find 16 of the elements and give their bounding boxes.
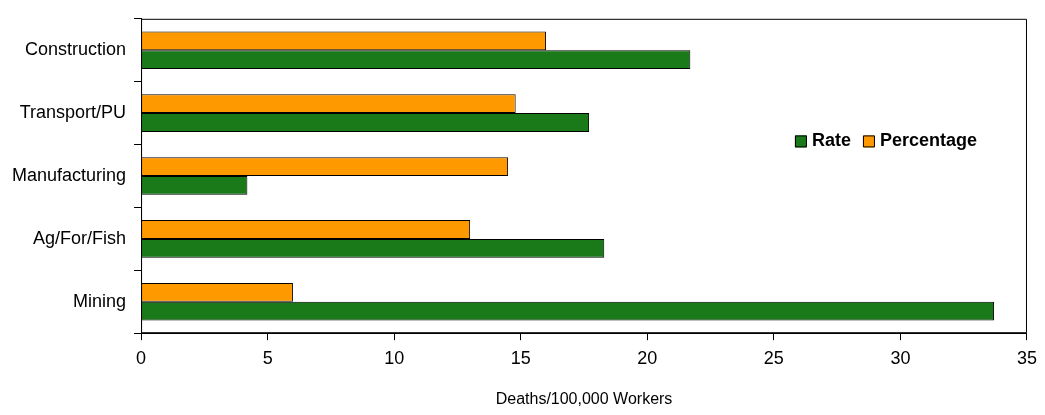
x-tick-label: 10 — [384, 347, 405, 368]
legend-label: Percentage — [879, 130, 977, 151]
x-tick-label: 30 — [890, 347, 911, 368]
y-tick-label: Manufacturing — [11, 164, 127, 185]
legend-label: Rate — [811, 130, 851, 151]
y-tick-label: Construction — [25, 39, 127, 60]
x-tick-label: 35 — [1016, 347, 1037, 368]
x-axis-title: Deaths/100,000 Workers — [495, 389, 673, 407]
x-tick-label: 20 — [637, 347, 658, 368]
x-tick-label: 0 — [136, 347, 147, 368]
y-tick-label: Mining — [73, 290, 127, 311]
y-tick-label: Transport/PU — [19, 102, 127, 123]
y-tick-label: Ag/For/Fish — [33, 227, 127, 248]
x-tick-label: 15 — [510, 347, 531, 368]
x-tick-label: 5 — [262, 347, 273, 368]
x-tick-label: 25 — [763, 347, 784, 368]
